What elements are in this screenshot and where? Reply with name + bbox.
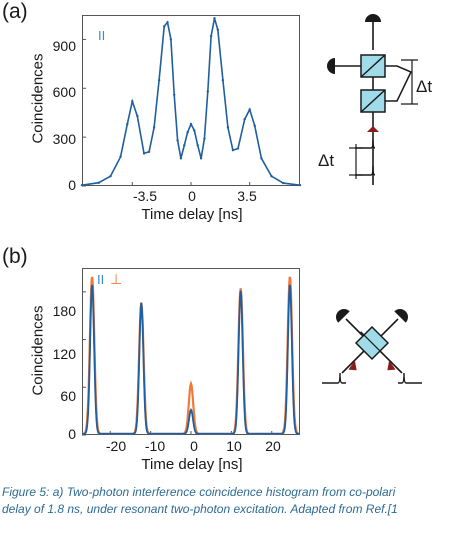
panel-a-legend-parallel: II — [98, 28, 106, 43]
panel-a-data-point — [109, 175, 112, 178]
panel-a-data-point — [97, 181, 100, 184]
panel-a-data-point — [157, 78, 161, 82]
panel-b-letter: (b) — [2, 245, 28, 268]
panel-b-chart — [82, 276, 300, 436]
panel-a-data-point — [206, 90, 209, 93]
panel-a-delay-label-bottom: Δt — [318, 151, 335, 170]
panel-b-ytick: 180 — [52, 303, 76, 319]
panel-a-letter: (a) — [2, 0, 28, 23]
panel-a-data-point — [136, 114, 139, 118]
panel-a-ytick: 300 — [52, 131, 76, 147]
panel-a-data-point — [183, 144, 186, 147]
panel-b-ytick: 60 — [60, 388, 76, 404]
panel-a-ytick: 0 — [68, 177, 76, 193]
panel-a-data-point — [248, 108, 251, 111]
panel-a-data-point — [209, 34, 213, 38]
panel-a-data-point — [193, 129, 196, 132]
panel-a-data-point — [243, 118, 246, 121]
panel-b-xtick: -20 — [105, 438, 127, 454]
panel-b-series-parallel — [82, 284, 300, 435]
panel-a-data-point — [186, 131, 189, 134]
panel-a-data-point — [213, 17, 216, 20]
panel-b-setup-diagram — [322, 309, 422, 384]
panel-a-data-point — [216, 28, 220, 31]
caption-line-3-fragment — [2, 518, 474, 528]
panel-a-xtick: 3.5 — [237, 188, 257, 204]
panel-a-delay-label-top: Δt — [416, 77, 433, 96]
panel-a-ytick: 600 — [52, 84, 76, 100]
panel-a-xtick: 0 — [188, 188, 196, 204]
panel-a-data-point — [196, 144, 199, 147]
panel-a-data-point — [189, 122, 193, 126]
panel-a-data-point — [282, 181, 285, 185]
panel-a-data-point — [231, 148, 235, 152]
panel-a-ytick: 900 — [52, 38, 76, 54]
panel-a-data-point — [142, 152, 146, 155]
panel-a-data-point — [80, 183, 84, 187]
panel-a-chart — [80, 17, 302, 187]
panel-a-data-point — [152, 126, 156, 129]
panel-a-data-point — [119, 155, 122, 158]
panel-a-data-point — [270, 175, 273, 178]
panel-a-data-point — [253, 124, 256, 127]
panel-a-data-point — [173, 93, 176, 97]
panel-b-xlabel: Time delay [ns] — [141, 456, 243, 473]
panel-b-ytick: 120 — [52, 346, 76, 362]
caption-line-2: delay of 1.8 ns, under resonant two-phot… — [2, 502, 398, 516]
panel-b-xtick: 10 — [226, 438, 242, 454]
panel-b-ytick: 0 — [68, 426, 76, 442]
panel-a-data-point — [131, 100, 134, 103]
panel-b-xtick: -10 — [144, 438, 166, 454]
panel-a-data-point — [147, 150, 151, 153]
panel-b-ylabel: Coincidences — [29, 305, 47, 396]
panel-a-xlabel: Time delay [ns] — [141, 206, 243, 223]
caption-line-1: Figure 5: a) Two-photon interference coi… — [2, 485, 396, 499]
figure-caption: Figure 5: a) Two-photon interference coi… — [2, 484, 474, 528]
panel-a-data-point — [126, 122, 129, 126]
panel-b-xtick: 0 — [190, 438, 198, 454]
panel-a-series-line — [81, 18, 301, 186]
panel-a-data-point — [162, 25, 166, 28]
panel-a-data-point — [203, 137, 206, 140]
panel-b-legend-parallel: II — [97, 272, 105, 287]
panel-a-data-point — [169, 38, 173, 41]
panel-a-xtick: -3.5 — [132, 188, 158, 204]
panel-a-data-point — [166, 21, 169, 24]
panel-a-data-point — [260, 157, 263, 160]
panel-a-data-point — [176, 139, 179, 142]
panel-b-legend-perp: ⊥ — [110, 271, 123, 287]
panel-a-data-point — [199, 157, 203, 160]
panel-a-data-point — [179, 157, 183, 160]
panel-a-data-point — [236, 147, 240, 150]
panel-a-data-point — [226, 126, 230, 129]
panel-a-data-point — [298, 183, 302, 187]
panel-a-ylabel: Coincidences — [29, 53, 47, 144]
panel-a-setup-diagram — [327, 14, 418, 185]
panel-b-xtick: 20 — [265, 438, 281, 454]
panel-a-data-point — [221, 78, 225, 82]
